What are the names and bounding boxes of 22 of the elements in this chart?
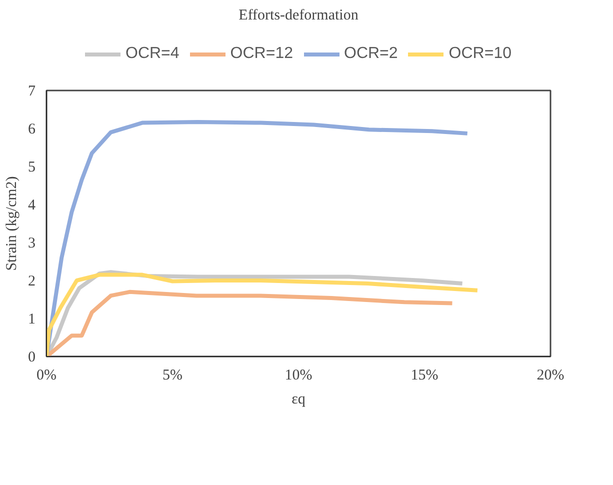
y-tick-label: 2: [28, 274, 36, 290]
y-tick-label: 7: [28, 84, 36, 100]
y-tick-label: 0: [28, 350, 36, 366]
x-tick-label: 5%: [162, 368, 182, 384]
x-axis-title: εq: [292, 392, 306, 408]
legend-label: OCR=12: [230, 45, 293, 63]
y-tick-label: 5: [28, 160, 36, 176]
x-tick-label: 10%: [284, 368, 312, 384]
x-tick-label: 15%: [410, 368, 438, 384]
chart-title: Efforts-deformation: [238, 8, 359, 24]
x-tick-label: 0%: [36, 368, 56, 384]
x-tick-label: 20%: [536, 368, 564, 384]
legend-label: OCR=4: [126, 45, 180, 63]
y-tick-label: 3: [28, 236, 36, 252]
legend-label: OCR=10: [448, 45, 512, 63]
y-tick-label: 1: [28, 312, 36, 328]
line-series: [46, 290, 454, 356]
y-axis-title: Strain (kg/cm2): [4, 176, 20, 271]
y-tick-label: 6: [28, 122, 36, 138]
y-tick-label: 4: [28, 198, 36, 214]
line-series: [46, 120, 470, 356]
legend-label: OCR=2: [344, 45, 398, 63]
